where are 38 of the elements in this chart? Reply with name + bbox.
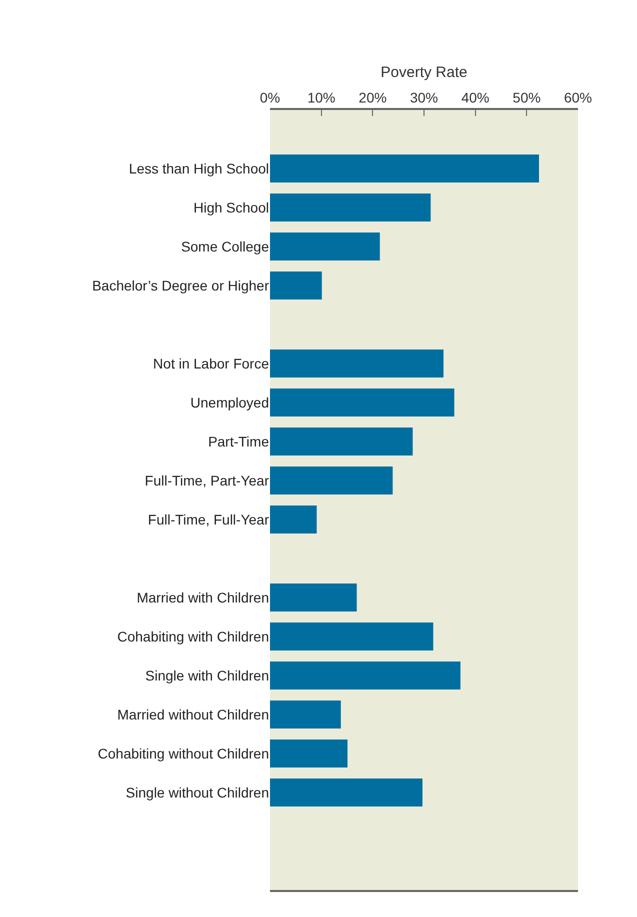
x-tick-label: 20% <box>358 89 387 106</box>
y-tick-label: Full-Time, Part-Year <box>144 472 270 488</box>
bar <box>270 505 317 534</box>
x-axis-title: Poverty Rate <box>380 64 468 82</box>
y-tick-label: Not in Labor Force <box>153 355 270 372</box>
y-tick-label: Cohabiting without Children <box>98 745 269 762</box>
bar <box>270 232 380 261</box>
y-tick-label: Unemployed <box>190 394 269 410</box>
x-tick-label: 60% <box>564 89 592 106</box>
bar <box>270 154 539 183</box>
y-tick-label: Single without Children <box>126 784 269 800</box>
bar <box>270 427 413 456</box>
x-tick-label: 40% <box>461 89 490 106</box>
y-tick-label: Full-Time, Full-Year <box>148 511 270 528</box>
y-tick-label: Less than High School <box>128 160 269 176</box>
x-tick-label: 30% <box>410 89 438 106</box>
bar <box>270 778 422 807</box>
y-tick-label: Part-Time <box>208 433 270 450</box>
bar <box>270 466 393 495</box>
y-tick-label: Married without Children <box>117 706 269 722</box>
x-tick-label: 10% <box>307 89 336 106</box>
y-tick-label: Cohabiting with Children <box>117 628 269 644</box>
bar <box>270 661 460 690</box>
y-tick-label: Married with Children <box>136 589 269 606</box>
bar <box>270 739 348 768</box>
y-tick-label: Single with Children <box>145 667 269 684</box>
y-tick-label: Bachelor’s Degree or Higher <box>92 277 270 294</box>
bar <box>270 193 431 222</box>
y-tick-label: High School <box>194 199 269 216</box>
x-tick-label: 0% <box>260 89 280 106</box>
bar <box>270 388 454 417</box>
bar <box>270 349 444 378</box>
bar <box>270 700 341 729</box>
bar <box>270 583 357 612</box>
y-tick-label: Some College <box>181 238 270 254</box>
x-tick-label: 50% <box>512 89 541 106</box>
bar <box>270 271 322 300</box>
bar <box>270 622 434 651</box>
